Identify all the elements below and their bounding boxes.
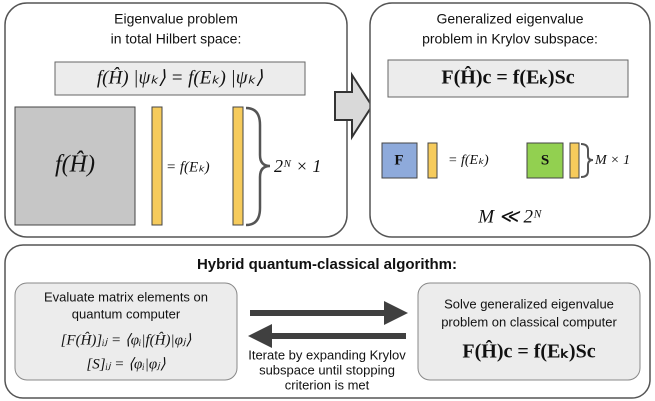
equation: F(Ĥ)c = f(Eₖ)Sc [441,65,574,89]
title: Hybrid quantum-classical algorithm: [197,256,457,273]
vector [232,106,244,226]
matrix-s [526,142,564,179]
note: subspace until stopping [259,362,395,377]
equation: F(Ĥ)c = f(Eₖ)Sc [462,339,595,363]
text: Solve generalized eigenvalue [444,296,614,311]
condition: M ≪ 2ᴺ [477,206,542,227]
equation: [F(Ĥ)]ᵢⱼ = ⟨φᵢ|f(Ĥ)|φⱼ⟩ [61,331,192,348]
arrow [334,71,374,141]
note: Iterate by expanding Krylov [248,347,406,362]
vector [427,142,438,179]
title: in total Hilbert space: [111,31,242,47]
matrix-label: f(Ĥ) [55,152,95,178]
equation-box [387,59,629,98]
matrix [14,106,136,226]
matrix-label: F [394,152,403,168]
classical-box [417,282,641,381]
rhs-label: = f(Eₖ) [166,159,210,175]
brace [245,106,271,227]
matrix-f [381,142,418,179]
text: Evaluate matrix elements on [44,289,208,304]
quantum-box [14,282,238,381]
rhs-label: = f(Eₖ) [448,153,489,168]
note: criterion is met [285,377,370,392]
equation: f(Ĥ) |ψₖ⟩ = f(Eₖ) |ψₖ⟩ [97,66,264,88]
equation-box [54,61,306,96]
vector [569,142,580,179]
vector [151,106,163,226]
equation: [S]ᵢⱼ = ⟨φᵢ|φⱼ⟩ [86,356,165,372]
brace [580,143,594,178]
title: problem in Krylov subspace: [422,31,598,47]
text: quantum computer [72,306,181,321]
title: Generalized eigenvalue [436,11,583,27]
text: problem on classical computer [441,314,617,329]
dimension: M × 1 [594,153,630,168]
title: Eigenvalue problem [114,11,238,27]
matrix-label: S [541,152,549,168]
dimension: 2ᴺ × 1 [274,156,321,176]
